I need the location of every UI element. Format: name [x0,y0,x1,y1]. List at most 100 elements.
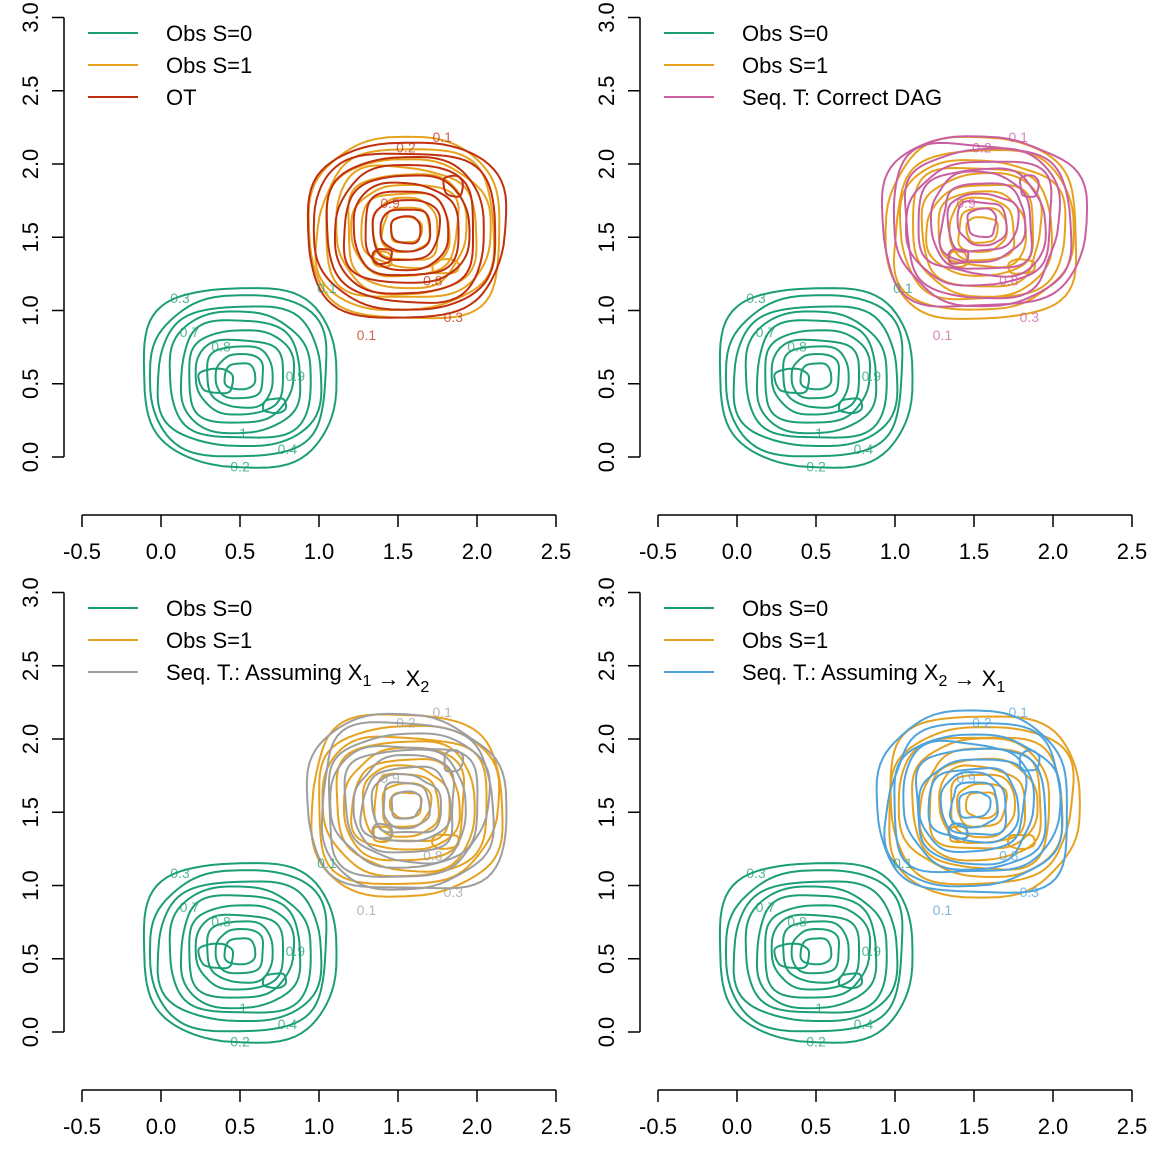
transported-contour-line [329,744,479,869]
obs-s0-contour-line [188,904,296,999]
y-tick-label: 2.5 [594,650,619,681]
contour-label: 0.4 [278,441,298,457]
obs-s0-contour-line [782,345,850,409]
x-tick-label: 2.5 [541,539,572,564]
transported-contour-mode [1018,174,1040,198]
legend: Obs S=0 Obs S=1 Seq. T.: Assuming X1 → X2 [88,596,429,696]
legend-label: Seq. T: Correct DAG [742,85,942,110]
y-tick-label: 1.5 [594,222,619,253]
transported-contour-line [333,163,474,295]
contour-label: 0.8 [787,914,807,930]
transported-contour-line [904,160,1053,287]
contour-label: 0.8 [999,848,1019,864]
obs-s0-contour-line [732,880,899,1022]
contour-label: 0.2 [230,459,250,475]
contour-label: 0.2 [972,139,992,155]
transported-contour-line [379,208,432,253]
obs-s0-contour-line [724,294,904,458]
y-tick-label: 0.0 [594,442,619,473]
contour-label: 0.2 [806,459,826,475]
obs-s0-contour-mode [773,367,810,395]
transported-contour-line [359,765,452,843]
obs-s1-contour-line [965,791,999,820]
x-tick-label: -0.5 [63,539,101,564]
obs-s0-contour-line [770,913,860,991]
y-tick-label: 1.0 [18,295,43,326]
legend-label: Obs S=1 [166,53,252,78]
y-tick-label: 0.5 [18,943,43,974]
x-tick-label: 0.5 [801,1114,832,1139]
x-axis: -0.5 0.0 0.5 1.0 1.5 2.0 2.5 [63,514,572,564]
contour-label: 0.2 [396,714,416,730]
legend-label: Obs S=1 [166,628,252,653]
plot-area: 0.1 0.3 0.7 0.8 0.9 1 0.2 0.4 0.1 0.2 0.8 0.3 0.1 0.9 [718,704,1081,1050]
obs-s0-contour-line [194,338,284,416]
obs-s0-contour-line [194,913,284,991]
plot-area: 0.1 0.3 0.7 0.8 0.9 1 0.2 0.4 0.1 0.2 0.8 0.3 0.1 0.9 [142,704,508,1050]
x-tick-label: 1.5 [959,539,990,564]
contour-label: 0.3 [444,309,464,325]
obs-s0-contour-line [756,319,878,435]
obs-s0-contour-mode [837,972,863,989]
x-axis: -0.5 0.0 0.5 1.0 1.5 2.0 2.5 [639,1089,1147,1139]
obs-s0-contour-line [790,352,841,400]
contour-label: 0.9 [862,368,882,384]
transported-contour-line [966,207,998,239]
transported-contour-line [875,709,1068,894]
legend-label: Obs S=0 [166,21,252,46]
obs-s0-contour-line [799,937,833,966]
obs-s1-contour-line [310,713,504,898]
panel-top-right: 0.0 0.5 1.0 1.5 2.0 2.5 3.0 -0.5 0.0 0.5 1.0 1.5 2.0… [594,2,1147,564]
transported-contour-line [352,181,460,277]
contour-label: 0.1 [357,327,377,343]
transported-contour-line [352,753,456,854]
contour-label: 0.4 [854,441,874,457]
y-tick-label: 2.0 [594,724,619,755]
x-tick-label: 0.0 [722,1114,753,1139]
contour-label: 0.1 [1008,129,1028,145]
transported-contour-line [320,721,495,891]
transported-contour-mode [947,822,969,840]
y-tick-label: 2.0 [594,149,619,180]
y-tick-label: 0.0 [18,442,43,473]
x-tick-label: 1.5 [383,1114,414,1139]
contour-label: 0.8 [211,339,231,355]
obs-s0-contour-line [148,294,328,458]
y-axis: 0.0 0.5 1.0 1.5 2.0 2.5 3.0 [594,577,641,1047]
y-tick-label: 2.5 [594,75,619,106]
y-tick-label: 1.5 [594,797,619,828]
obs-s0-contour-mode [837,397,863,414]
x-tick-label: 1.5 [959,1114,990,1139]
x-tick-label: 2.0 [1038,1114,1069,1139]
obs-s1-contour-line [928,757,1039,850]
obs-s0-contour-line [156,305,323,447]
x-tick-label: 1.0 [880,539,911,564]
y-tick-label: 3.0 [594,577,619,608]
y-tick-label: 2.0 [18,724,43,755]
obs-s1-contour-line [888,715,1081,899]
x-tick-label: 0.0 [146,539,177,564]
legend-label: Seq. T.: Assuming X1 → X2 [166,660,429,696]
y-tick-label: 1.0 [18,870,43,901]
x-tick-label: 1.0 [304,539,335,564]
contour-label: 0.1 [893,280,913,296]
transported-contour-line [306,141,508,319]
transported-contour-line [939,771,1007,836]
obs-s0-contour-line [168,885,312,1014]
obs-s1-contour-line [380,206,431,253]
obs-s1-contour-line [911,737,1051,871]
obs-s0-contour-line [148,869,328,1033]
obs-s0-contour-mode [261,972,287,989]
obs-s0-contour-mode [773,942,810,970]
contour-label: 0.8 [211,914,231,930]
legend: Obs S=0 Obs S=1 Seq. T: Correct DAG [664,21,942,110]
obs-s1-contour-mode [431,833,460,850]
x-axis: -0.5 0.0 0.5 1.0 1.5 2.0 2.5 [639,514,1147,564]
contour-label: 0.4 [854,1016,874,1032]
contour-label: 0.3 [1020,884,1040,900]
obs-s0-contour-line [156,880,323,1022]
y-tick-label: 0.0 [18,1017,43,1048]
obs-s0-contour-line [180,319,302,435]
contour-label: 0.9 [862,943,882,959]
transported-contour-line [364,190,450,272]
